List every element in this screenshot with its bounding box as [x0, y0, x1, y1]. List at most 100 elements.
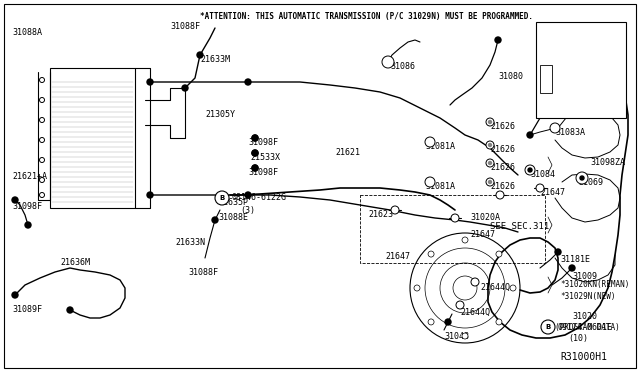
Circle shape	[147, 79, 153, 85]
Text: 21305Y: 21305Y	[205, 110, 235, 119]
Circle shape	[25, 222, 31, 228]
Circle shape	[428, 251, 434, 257]
Circle shape	[40, 97, 45, 103]
Circle shape	[541, 320, 555, 334]
Text: 31098ZA: 31098ZA	[590, 158, 625, 167]
Text: B: B	[545, 324, 550, 330]
Circle shape	[252, 165, 258, 171]
Text: 31081A: 31081A	[425, 182, 455, 191]
Text: 21633N: 21633N	[175, 238, 205, 247]
Circle shape	[486, 141, 494, 149]
Circle shape	[569, 265, 575, 271]
Text: 31083A: 31083A	[555, 128, 585, 137]
Text: 21647: 21647	[470, 230, 495, 239]
Circle shape	[252, 135, 258, 141]
Circle shape	[451, 214, 459, 222]
Circle shape	[40, 118, 45, 122]
Text: 31082E: 31082E	[568, 28, 596, 37]
Circle shape	[528, 168, 532, 172]
Circle shape	[12, 292, 18, 298]
Bar	[50, 68, 135, 208]
Text: 21647: 21647	[540, 188, 565, 197]
Text: *31020KN(REMAN): *31020KN(REMAN)	[560, 280, 629, 289]
Circle shape	[527, 132, 533, 138]
Text: (10): (10)	[568, 334, 588, 343]
Circle shape	[252, 150, 258, 156]
Text: 21623: 21623	[368, 210, 393, 219]
Text: (PROGRAM DATA): (PROGRAM DATA)	[555, 323, 620, 332]
Text: 31009: 31009	[572, 272, 597, 281]
Text: 31088F: 31088F	[170, 22, 200, 31]
Circle shape	[488, 121, 492, 124]
Circle shape	[496, 251, 502, 257]
Text: 21635P: 21635P	[218, 198, 248, 207]
Circle shape	[488, 180, 492, 183]
Text: 31088E: 31088E	[218, 213, 248, 222]
Bar	[536, 22, 626, 118]
Circle shape	[197, 52, 203, 58]
Circle shape	[576, 172, 588, 184]
Text: 08146-6122G: 08146-6122G	[232, 193, 287, 202]
Circle shape	[496, 319, 502, 325]
Circle shape	[414, 285, 420, 291]
Text: 21533X: 21533X	[250, 153, 280, 162]
Circle shape	[552, 125, 558, 131]
Text: 31082E: 31082E	[590, 55, 620, 64]
Bar	[540, 65, 552, 93]
Text: 31082C: 31082C	[550, 88, 580, 97]
Text: 31098F: 31098F	[248, 138, 278, 147]
Circle shape	[495, 37, 501, 43]
Circle shape	[488, 144, 492, 147]
Circle shape	[391, 206, 399, 214]
Circle shape	[40, 138, 45, 142]
Text: B: B	[220, 195, 225, 201]
Text: 31080: 31080	[498, 72, 523, 81]
Circle shape	[147, 192, 153, 198]
Circle shape	[245, 79, 251, 85]
Text: 21636M: 21636M	[60, 258, 90, 267]
Circle shape	[456, 301, 464, 309]
Circle shape	[555, 249, 561, 255]
Text: 31082U: 31082U	[560, 30, 590, 39]
Circle shape	[462, 237, 468, 243]
Circle shape	[182, 85, 188, 91]
Text: 21626: 21626	[490, 182, 515, 191]
Text: 21644Q: 21644Q	[480, 283, 510, 292]
Circle shape	[40, 77, 45, 83]
Text: 31098F: 31098F	[12, 202, 42, 211]
Circle shape	[462, 333, 468, 339]
Circle shape	[384, 58, 392, 66]
Circle shape	[486, 178, 494, 186]
Circle shape	[215, 191, 229, 205]
Circle shape	[67, 307, 73, 313]
Text: 21621+A: 21621+A	[12, 172, 47, 181]
Circle shape	[40, 177, 45, 183]
Circle shape	[382, 56, 394, 68]
Circle shape	[212, 217, 218, 223]
Text: 31089F: 31089F	[12, 305, 42, 314]
Text: 31088F: 31088F	[188, 268, 218, 277]
Circle shape	[428, 319, 434, 325]
Text: 21626: 21626	[490, 145, 515, 154]
Text: 31086: 31086	[390, 62, 415, 71]
Circle shape	[543, 83, 549, 89]
Circle shape	[252, 135, 258, 141]
Text: 31048: 31048	[444, 332, 469, 341]
Circle shape	[252, 150, 258, 156]
Text: 31081A: 31081A	[425, 142, 455, 151]
Circle shape	[488, 161, 492, 164]
Circle shape	[550, 123, 560, 133]
Text: 31098F: 31098F	[248, 168, 278, 177]
Circle shape	[40, 157, 45, 163]
Text: 09124-0601E: 09124-0601E	[558, 323, 613, 331]
Bar	[360, 195, 545, 263]
Text: 31020: 31020	[572, 312, 597, 321]
Circle shape	[580, 176, 584, 180]
Text: R31000H1: R31000H1	[560, 352, 607, 362]
Text: 31020A: 31020A	[470, 213, 500, 222]
Text: 21633M: 21633M	[200, 55, 230, 64]
Circle shape	[525, 165, 535, 175]
Text: 21626: 21626	[490, 122, 515, 131]
Text: 21644Q: 21644Q	[460, 308, 490, 317]
Circle shape	[252, 165, 258, 171]
